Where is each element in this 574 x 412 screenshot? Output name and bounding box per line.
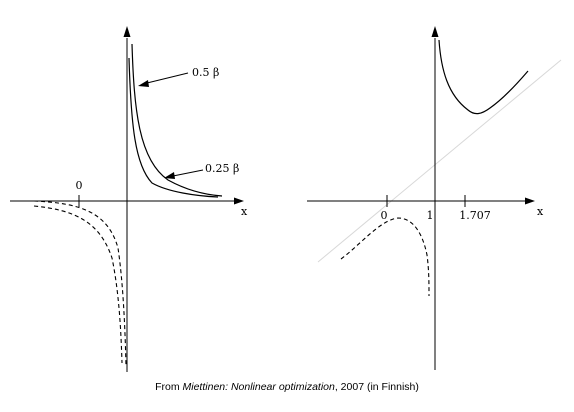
right-plot: x 0 1 1.707 [307, 26, 562, 370]
left-x-axis-label: x [241, 205, 248, 218]
label-0-25-beta-pointer-head [164, 172, 175, 179]
dashed-curve-outer [33, 205, 123, 364]
right-x-axis-arrow [525, 197, 535, 205]
right-y-axis-arrow [431, 26, 439, 37]
right-dashed-curve [340, 217, 430, 297]
label-0-25-beta-pointer [172, 169, 204, 177]
label-0-25-beta: 0.25 β [205, 162, 239, 175]
right-x-axis-label: x [537, 205, 544, 218]
left-x-axis-arrow [234, 197, 244, 205]
faint-diagonal-line [317, 59, 562, 263]
curve-0-5-beta [131, 43, 223, 197]
curve-0-25-beta [128, 57, 219, 198]
caption-source: Miettinen: Nonlinear optimization [182, 381, 335, 393]
label-0-5-beta: 0.5 β [192, 66, 219, 79]
right-tick-label-0: 0 [381, 209, 388, 222]
left-origin-label: 0 [76, 179, 83, 192]
right-tick-label-1-707: 1.707 [459, 209, 491, 222]
caption-suffix: , 2007 (in Finnish) [334, 381, 419, 393]
label-0-5-beta-pointer-head [138, 80, 149, 87]
right-solid-curve [438, 39, 529, 115]
left-plot: x 0 0.5 β 0.25 β [10, 26, 248, 372]
caption-prefix: From [155, 381, 183, 393]
label-0-5-beta-pointer [146, 72, 189, 84]
dashed-curve-inner [33, 200, 127, 367]
figure-caption: From Miettinen: Nonlinear optimization, … [0, 381, 574, 393]
right-tick-label-1: 1 [427, 209, 434, 222]
left-y-axis-arrow [123, 26, 131, 37]
